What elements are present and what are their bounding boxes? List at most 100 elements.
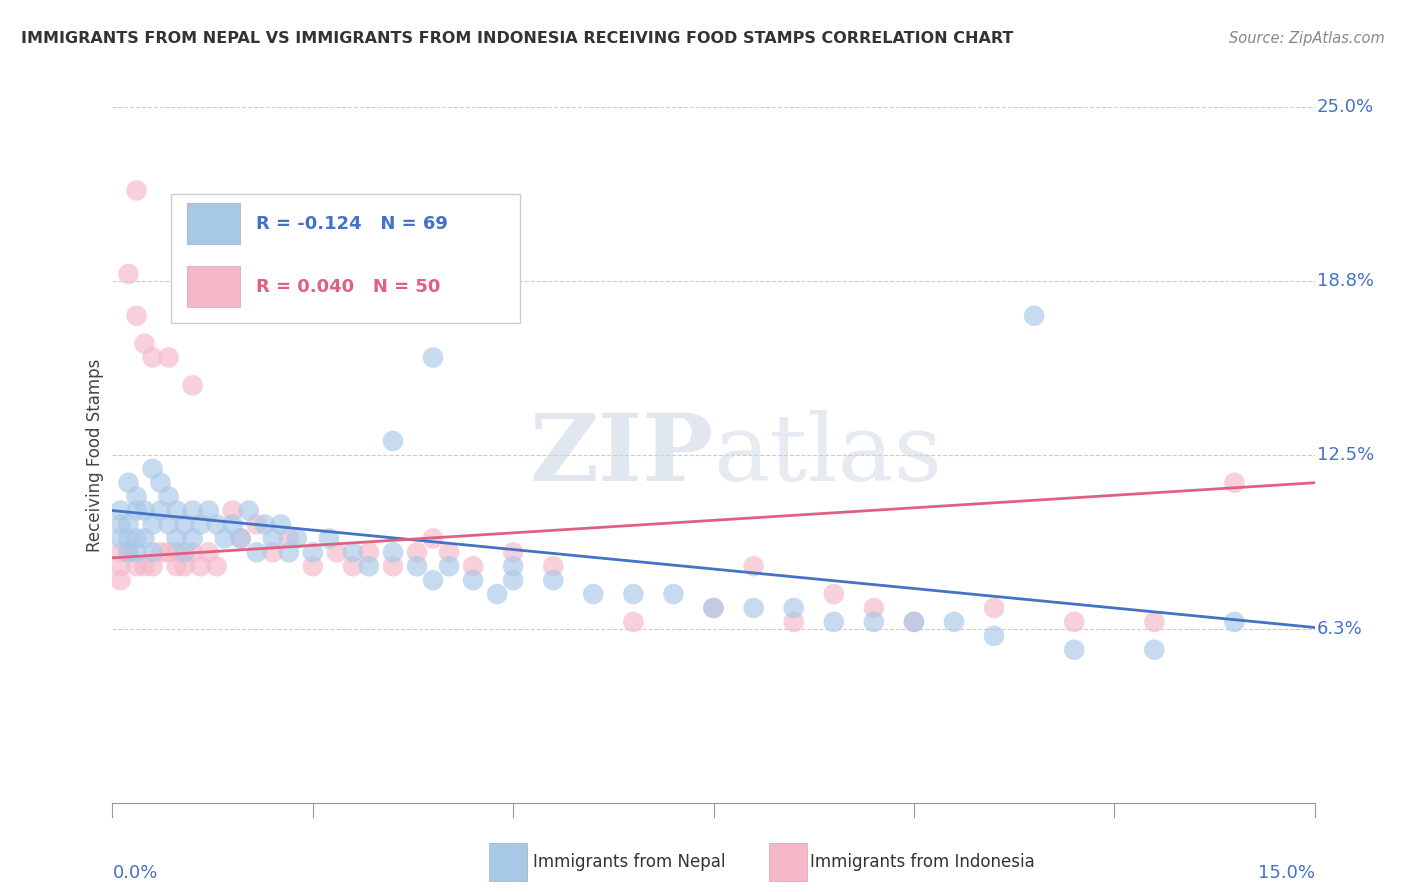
Point [502,545,524,559]
Point [125,503,148,517]
Point [110,559,132,574]
Point [782,615,804,629]
Point [117,545,139,559]
Point [342,545,364,559]
Point [110,532,132,546]
Point [141,559,163,574]
Point [181,503,204,517]
Text: ZIP: ZIP [529,410,713,500]
Point [205,559,228,574]
Text: R = -0.124   N = 69: R = -0.124 N = 69 [256,215,447,233]
Point [437,559,460,574]
Point [382,545,405,559]
Point [382,559,405,574]
Point [125,532,148,546]
Point [157,545,180,559]
Point [214,532,236,546]
Point [125,490,148,504]
Point [166,503,188,517]
Point [110,573,132,587]
Point [486,587,509,601]
Point [197,503,219,517]
Point [157,351,180,365]
Point [742,601,765,615]
Point [246,517,269,532]
Point [502,559,524,574]
Point [357,559,380,574]
Point [117,532,139,546]
Point [110,503,132,517]
Point [141,351,163,365]
Point [157,490,180,504]
Text: 12.5%: 12.5% [1317,446,1374,464]
Point [357,545,380,559]
Point [406,545,429,559]
Text: 15.0%: 15.0% [1257,864,1315,882]
Point [190,517,212,532]
Point [190,559,212,574]
Point [1024,309,1046,323]
Point [149,503,172,517]
Text: 18.8%: 18.8% [1317,272,1374,290]
Point [141,462,163,476]
Point [222,503,245,517]
Point [222,517,245,532]
Text: IMMIGRANTS FROM NEPAL VS IMMIGRANTS FROM INDONESIA RECEIVING FOOD STAMPS CORRELA: IMMIGRANTS FROM NEPAL VS IMMIGRANTS FROM… [21,31,1014,46]
Point [197,545,219,559]
Point [437,545,460,559]
Point [110,545,132,559]
Point [173,545,195,559]
Point [270,517,292,532]
Point [166,545,188,559]
Point [149,545,172,559]
FancyBboxPatch shape [769,843,807,880]
Point [117,267,139,281]
Point [782,601,804,615]
Point [117,475,139,490]
Point [262,545,284,559]
Point [134,336,156,351]
Point [1223,615,1246,629]
Point [422,351,444,365]
Text: Source: ZipAtlas.com: Source: ZipAtlas.com [1229,31,1385,46]
Point [125,559,148,574]
Text: 6.3%: 6.3% [1317,620,1362,638]
Point [157,517,180,532]
Point [149,475,172,490]
Point [543,559,565,574]
Point [141,545,163,559]
Point [110,517,132,532]
Point [422,573,444,587]
Point [262,532,284,546]
Point [461,559,484,574]
Point [406,559,429,574]
Point [662,587,685,601]
Point [229,532,252,546]
Point [863,601,886,615]
Point [318,532,340,546]
Point [823,587,845,601]
Point [942,615,965,629]
Point [302,559,325,574]
Point [246,545,269,559]
Point [125,184,148,198]
Point [621,587,644,601]
Point [134,559,156,574]
Point [742,559,765,574]
Point [134,532,156,546]
Point [117,545,139,559]
Point [502,573,524,587]
Point [181,545,204,559]
Point [903,615,925,629]
Point [342,559,364,574]
Point [181,532,204,546]
Point [863,615,886,629]
Point [166,532,188,546]
Point [125,545,148,559]
Point [543,573,565,587]
FancyBboxPatch shape [489,843,527,880]
Point [1063,615,1085,629]
Point [461,573,484,587]
Point [173,559,195,574]
Point [229,532,252,546]
